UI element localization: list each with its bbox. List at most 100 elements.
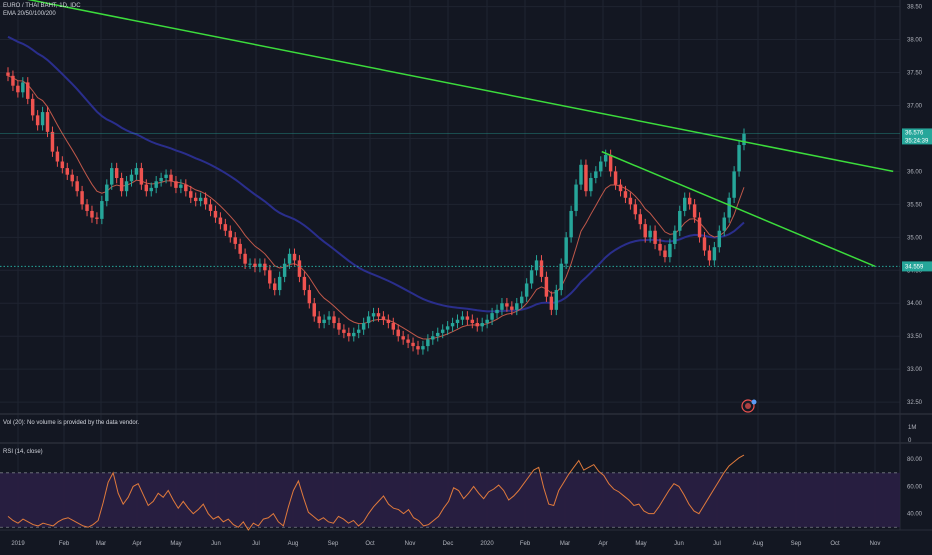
rsi-line xyxy=(7,454,745,531)
candle-body xyxy=(648,230,652,238)
candle-body xyxy=(445,326,450,330)
candle-body xyxy=(139,168,144,185)
time-tick-label: Mar xyxy=(96,541,106,547)
candle-body xyxy=(85,204,89,211)
candle-body xyxy=(569,210,573,238)
last-price-badge xyxy=(902,128,932,145)
time-tick-label: Oct xyxy=(365,541,375,547)
candle-body xyxy=(653,230,657,244)
time-tick-label: Jul xyxy=(252,541,260,547)
time-tick-label: Feb xyxy=(520,541,531,547)
support-price-label: 34.559 xyxy=(905,264,924,270)
symbol-title[interactable]: EURO / THAI BAHT, 1D, IDC xyxy=(3,3,81,9)
candle-body xyxy=(90,210,94,218)
candle-body xyxy=(154,181,158,188)
price-tick-label: 32.50 xyxy=(907,400,923,406)
candle-body xyxy=(643,224,647,238)
candle-body xyxy=(702,237,707,251)
candle-body xyxy=(159,177,163,182)
candle-body xyxy=(75,181,79,192)
candle-body xyxy=(208,204,213,211)
candle-body xyxy=(312,303,316,317)
candle-body xyxy=(737,145,741,172)
candle-body xyxy=(6,72,10,76)
time-tick-label: May xyxy=(170,541,181,547)
time-tick-label: Mar xyxy=(560,541,570,547)
price-tick-label: 38.50 xyxy=(907,5,923,11)
candle-body xyxy=(549,296,554,310)
candle-body xyxy=(628,197,633,205)
rsi-legend[interactable]: RSI (14, close) xyxy=(3,449,43,455)
candle-body xyxy=(697,217,702,238)
candle-body xyxy=(233,237,237,244)
candle-body xyxy=(534,260,539,271)
candle-body xyxy=(258,263,262,267)
candle-body xyxy=(119,177,124,192)
alert-marker-badge xyxy=(751,399,757,405)
candle-body xyxy=(149,187,153,192)
candle-body xyxy=(366,316,371,324)
candle-body xyxy=(203,197,208,205)
candle-body xyxy=(515,303,519,310)
candle-body xyxy=(722,217,726,231)
candle-body xyxy=(21,82,25,93)
rsi-tick-label: 60.00 xyxy=(907,484,923,490)
candle-body xyxy=(282,263,287,277)
candle-body xyxy=(11,75,15,86)
candle-body xyxy=(673,230,677,244)
price-tick-label: 36.00 xyxy=(907,169,923,175)
candle-body xyxy=(65,168,70,175)
candle-body xyxy=(30,98,35,116)
candle-body xyxy=(243,253,247,264)
candle-body xyxy=(60,161,65,169)
candle-body xyxy=(124,181,129,192)
candle-body xyxy=(70,174,74,182)
candle-body xyxy=(416,346,420,350)
candle-body xyxy=(599,161,603,172)
candle-body xyxy=(105,184,109,202)
candle-body xyxy=(100,201,104,219)
candle-body xyxy=(742,133,746,146)
candle-body xyxy=(505,303,509,307)
candle-body xyxy=(544,276,549,297)
candle-body xyxy=(707,250,712,261)
candle-body xyxy=(613,171,618,185)
candle-body xyxy=(95,217,99,219)
time-tick-label: Nov xyxy=(870,541,881,547)
time-tick-label: Apr xyxy=(132,541,141,547)
candle-body xyxy=(292,253,297,261)
candle-body xyxy=(460,316,465,320)
candle-body xyxy=(322,319,326,324)
time-tick-label: Dec xyxy=(443,541,454,547)
candle-body xyxy=(238,243,242,254)
ema-indicator-label[interactable]: EMA 20/50/100/200 xyxy=(3,11,56,17)
candle-body xyxy=(302,276,307,291)
rsi-tick-label: 80.00 xyxy=(907,457,923,463)
candle-body xyxy=(618,184,623,192)
candle-body xyxy=(470,319,475,324)
candle-body xyxy=(594,171,598,178)
candle-body xyxy=(396,329,400,337)
candle-body xyxy=(529,270,534,284)
volume-legend[interactable]: Vol (20): No volume is provided by the d… xyxy=(3,420,140,426)
candle-body xyxy=(16,85,20,93)
candle-body xyxy=(406,339,410,343)
candle-body xyxy=(327,316,331,320)
candle-body xyxy=(608,154,613,172)
candle-body xyxy=(45,112,50,132)
candle-body xyxy=(431,336,435,340)
candle-body xyxy=(554,290,559,310)
candle-body xyxy=(307,290,312,304)
time-tick-label: 2019 xyxy=(11,541,25,547)
candle-body xyxy=(687,197,692,205)
candle-body xyxy=(633,204,638,215)
candle-body xyxy=(574,184,578,211)
candle-body xyxy=(263,263,267,271)
candle-body xyxy=(589,177,593,192)
candle-body xyxy=(386,319,391,324)
candle-body xyxy=(55,151,60,162)
candle-body xyxy=(376,313,381,317)
volume-tick-label: 1M xyxy=(908,425,916,431)
candle-body xyxy=(352,332,356,337)
